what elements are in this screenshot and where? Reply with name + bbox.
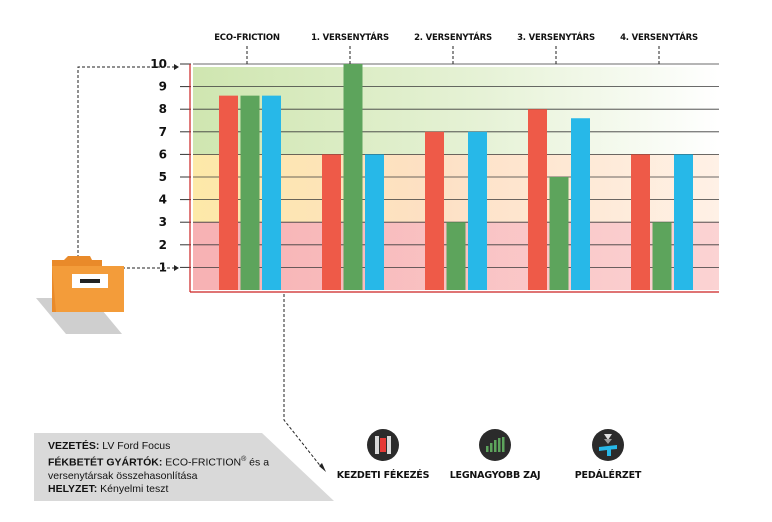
bar	[240, 95, 260, 290]
category-label: 2. VERSENYTÁRS	[414, 31, 492, 43]
bar	[549, 177, 569, 290]
info-box-background	[34, 433, 334, 501]
connector-arrowhead	[319, 463, 326, 472]
y-tick-label: 2	[159, 238, 167, 252]
noise-icon	[479, 429, 511, 461]
legend-connector	[283, 294, 323, 469]
bar	[631, 154, 650, 290]
y-tick-label: 10	[150, 57, 167, 71]
folder-icon	[36, 256, 124, 334]
connector-arrowhead	[174, 265, 179, 271]
info-line-situation: HELYZET: Kényelmi teszt	[48, 483, 308, 496]
y-tick-label: 9	[159, 80, 167, 94]
legend-noise: LEGNAGYOBB ZAJ	[440, 428, 550, 481]
info-line-manufacturers: FÉKBETÉT GYÁRTÓK: ECO-FRICTION® és a ver…	[48, 453, 308, 483]
info-line-driving: VEZETÉS: LV Ford Focus	[48, 440, 308, 453]
info-manufacturers-label: FÉKBETÉT GYÁRTÓK:	[48, 456, 163, 469]
category-label: 3. VERSENYTÁRS	[517, 31, 595, 43]
legend-pedal-feel: PEDÁLÉRZET	[553, 428, 663, 481]
category-label: 1. VERSENYTÁRS	[311, 31, 389, 43]
bar	[322, 154, 341, 290]
bar	[571, 118, 590, 291]
bar	[262, 95, 281, 290]
info-driving-label: VEZETÉS:	[48, 440, 100, 452]
y-tick-label: 3	[159, 215, 167, 229]
connector-arrowhead	[174, 64, 179, 70]
info-driving-value: LV Ford Focus	[99, 440, 171, 452]
legend-initial-braking-label: KEZDETI FÉKEZÉS	[336, 470, 430, 481]
info-manufacturers-rest: és a versenytársak összehasonlítása	[48, 456, 270, 482]
y-tick-label: 1	[159, 260, 167, 274]
bar	[652, 222, 672, 290]
bar	[343, 64, 363, 290]
bar	[674, 154, 693, 290]
initial-braking-icon	[367, 429, 399, 461]
category-label: ECO-FRICTION	[214, 33, 280, 43]
bar	[425, 131, 444, 290]
bar	[528, 109, 547, 290]
y-tick-label: 7	[159, 125, 167, 139]
y-tick-label: 6	[159, 147, 167, 161]
y-tick-label: 8	[159, 102, 167, 116]
info-manufacturers-value: ECO-FRICTION	[162, 456, 242, 469]
bar	[446, 222, 466, 290]
registered-mark: ®	[241, 456, 247, 463]
bar	[468, 131, 487, 290]
bar	[219, 95, 238, 290]
folder-connector-top	[77, 66, 174, 268]
legend-noise-label: LEGNAGYOBB ZAJ	[449, 470, 541, 481]
category-label: 4. VERSENYTÁRS	[620, 31, 698, 43]
bar	[365, 154, 384, 290]
info-situation-label: HELYZET:	[48, 482, 98, 495]
info-situation-value: Kényelmi teszt	[97, 482, 169, 495]
y-tick-label: 4	[159, 193, 167, 207]
y-tick-label: 5	[159, 170, 167, 184]
legend-initial-braking: KEZDETI FÉKEZÉS	[328, 428, 438, 481]
pedal-feel-icon	[592, 429, 624, 461]
legend-pedal-feel-label: PEDÁLÉRZET	[574, 470, 642, 481]
test-info-box: VEZETÉS: LV Ford Focus FÉKBETÉT GYÁRTÓK:…	[34, 433, 334, 501]
